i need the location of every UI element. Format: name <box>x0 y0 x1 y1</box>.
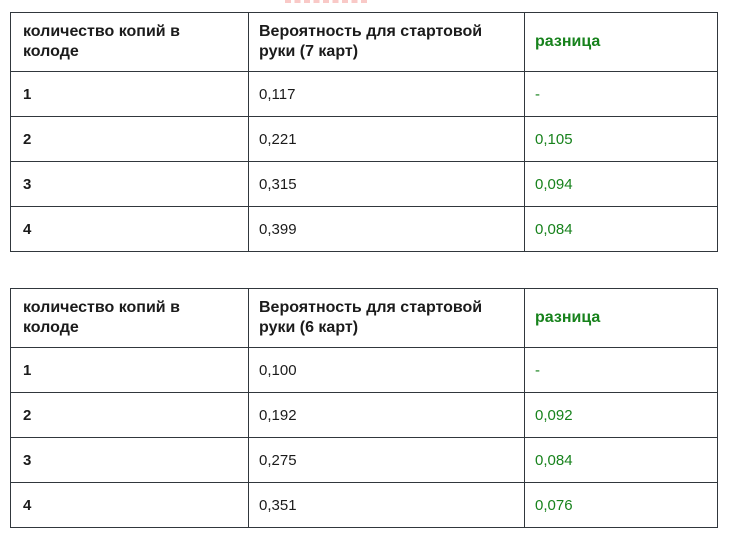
cell-difference: - <box>524 71 718 117</box>
cell-probability: 0,221 <box>248 116 525 162</box>
cell-difference: 0,092 <box>524 392 718 438</box>
cell-probability: 0,192 <box>248 392 525 438</box>
cell-probability: 0,315 <box>248 161 525 207</box>
probability-table-6-cards: количество копий в колоде Вероятность дл… <box>10 288 718 528</box>
cell-copies: 3 <box>10 437 249 483</box>
cell-difference: 0,105 <box>524 116 718 162</box>
header-copies-in-deck: количество копий в колоде <box>10 12 249 72</box>
table-row: 3 0,315 0,094 <box>10 161 718 207</box>
table-row: 2 0,192 0,092 <box>10 392 718 438</box>
cell-difference: 0,094 <box>524 161 718 207</box>
cell-probability: 0,275 <box>248 437 525 483</box>
cell-copies: 4 <box>10 206 249 252</box>
cell-difference: 0,084 <box>524 437 718 483</box>
cell-copies: 1 <box>10 347 249 393</box>
cell-copies: 4 <box>10 482 249 528</box>
table-row: 3 0,275 0,084 <box>10 437 718 483</box>
header-row: количество копий в колоде Вероятность дл… <box>10 12 718 72</box>
header-probability-7: Вероятность для стартовой руки (7 карт) <box>248 12 525 72</box>
cell-copies: 2 <box>10 116 249 162</box>
header-difference: разница <box>524 12 718 72</box>
header-difference: разница <box>524 288 718 348</box>
cell-copies: 3 <box>10 161 249 207</box>
header-copies-in-deck: количество копий в колоде <box>10 288 249 348</box>
table-row: 4 0,351 0,076 <box>10 482 718 528</box>
cell-difference: - <box>524 347 718 393</box>
cell-difference: 0,076 <box>524 482 718 528</box>
cell-copies: 2 <box>10 392 249 438</box>
header-row: количество копий в колоде Вероятность дл… <box>10 288 718 348</box>
table-row: 1 0,100 - <box>10 347 718 393</box>
cell-copies: 1 <box>10 71 249 117</box>
probability-table-7-cards-wrap: количество копий в колоде Вероятность дл… <box>10 12 718 252</box>
cell-probability: 0,351 <box>248 482 525 528</box>
table-row: 1 0,117 - <box>10 71 718 117</box>
truncated-link-underline[interactable] <box>285 0 367 3</box>
probability-table-7-cards: количество копий в колоде Вероятность дл… <box>10 12 718 252</box>
table-row: 2 0,221 0,105 <box>10 116 718 162</box>
cell-probability: 0,100 <box>248 347 525 393</box>
header-probability-6: Вероятность для стартовой руки (6 карт) <box>248 288 525 348</box>
probability-table-6-cards-wrap: количество копий в колоде Вероятность дл… <box>10 288 718 528</box>
cell-probability: 0,117 <box>248 71 525 117</box>
cell-difference: 0,084 <box>524 206 718 252</box>
cell-probability: 0,399 <box>248 206 525 252</box>
table-row: 4 0,399 0,084 <box>10 206 718 252</box>
